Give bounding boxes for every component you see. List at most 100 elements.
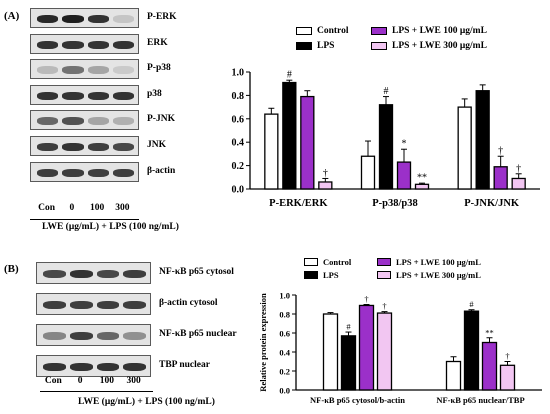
band xyxy=(112,66,134,75)
x-category-label: NF-κB p65 cytosol/b-actin xyxy=(310,395,405,405)
band xyxy=(62,168,84,177)
band xyxy=(69,270,93,278)
lane-label: 300 xyxy=(126,376,141,386)
band xyxy=(62,143,84,151)
legend-b-label-lps: LPS xyxy=(323,270,339,280)
legend-b-lwe100: LPS + LWE 100 μg/mL xyxy=(377,257,481,267)
band xyxy=(96,363,120,371)
blot-p-p38 xyxy=(30,59,139,80)
significance-mark: † xyxy=(382,301,386,311)
band xyxy=(123,301,146,309)
bar xyxy=(511,177,526,190)
y-tick-label: 0.0 xyxy=(232,185,245,196)
blot-label-p-erk: P-ERK xyxy=(147,12,177,22)
caption-line-b xyxy=(40,391,153,392)
y-tick-label: 0.8 xyxy=(232,91,245,102)
legend-b-swatch-control xyxy=(304,258,318,266)
x-category-label: P-JNK/JNK xyxy=(464,198,520,209)
y-tick-label: 0.4 xyxy=(232,138,245,149)
band xyxy=(112,91,134,100)
lane-label: 100 xyxy=(90,203,105,213)
band xyxy=(37,117,59,126)
band xyxy=(69,363,93,371)
bar xyxy=(396,161,412,190)
legend-a-label-lwe100: LPS + LWE 100 μg/mL xyxy=(392,26,487,36)
legend-a-lps: LPS xyxy=(296,41,334,51)
x-category-label: P-p38/p38 xyxy=(372,198,418,209)
band xyxy=(37,91,59,100)
legend-b-control: Control xyxy=(304,257,351,267)
legend-b-label-lwe300: LPS + LWE 300 μg/mL xyxy=(396,270,481,280)
band xyxy=(37,40,59,49)
band xyxy=(69,301,93,309)
legend-a-swatch-lwe100 xyxy=(371,27,387,35)
legend-a-control: Control xyxy=(296,26,349,36)
lane-label: Con xyxy=(44,376,62,386)
blot-label-nf-b-p65-cytosol: NF-κB p65 cytosol xyxy=(159,267,234,277)
legend-a-swatch-control xyxy=(296,27,312,35)
blot-label-actin-cytosol: β-actin cytosol xyxy=(159,298,218,308)
legend-b-swatch-lps xyxy=(304,271,318,279)
band xyxy=(37,66,59,75)
significance-mark: ** xyxy=(485,327,494,337)
legend-a-lwe100: LPS + LWE 100 μg/mL xyxy=(371,26,487,36)
lane-label: 0 xyxy=(77,376,83,386)
blot-label-nf-b-p65-nuclear: NF-κB p65 nuclear xyxy=(159,329,237,339)
band xyxy=(87,117,109,126)
band xyxy=(123,332,146,340)
legend-a-swatch-lps xyxy=(296,42,312,50)
blot-erk xyxy=(30,33,139,54)
y-tick-label: 0.6 xyxy=(232,114,245,125)
y-tick-label: 1.0 xyxy=(232,68,245,79)
band xyxy=(87,66,109,75)
bar xyxy=(414,183,430,190)
lane-label: Con xyxy=(38,203,56,213)
band xyxy=(62,40,84,49)
band xyxy=(62,66,84,75)
band xyxy=(123,270,146,278)
blot-label-p38: p38 xyxy=(147,88,162,99)
band xyxy=(112,117,134,126)
legend-b-label-control: Control xyxy=(323,257,352,267)
band xyxy=(62,117,84,126)
x-category-label: P-ERK/ERK xyxy=(269,198,328,209)
legend-b-label-lwe100: LPS + LWE 100 μg/mL xyxy=(396,257,481,267)
band xyxy=(87,168,109,177)
y-tick-label: 0.8 xyxy=(279,310,290,320)
band xyxy=(112,15,134,23)
bar xyxy=(481,341,498,391)
blot-label-p-jnk: P-JNK xyxy=(147,114,175,125)
band xyxy=(87,40,109,49)
band xyxy=(96,270,120,278)
band xyxy=(112,168,134,177)
legend-a-lwe300: LPS + LWE 300 μg/mL xyxy=(371,41,487,51)
bar xyxy=(475,90,490,190)
bar xyxy=(322,313,339,391)
y-tick-label: 1.0 xyxy=(279,291,290,301)
significance-mark: # xyxy=(469,299,474,309)
bar xyxy=(282,81,297,190)
y-tick-label: 0.4 xyxy=(279,348,290,358)
x-caption-b: LWE (μg/mL) + LPS (100 ng/mL) xyxy=(78,397,215,407)
bar xyxy=(318,181,333,190)
band xyxy=(43,270,66,278)
blot-actin-cytosol xyxy=(36,293,151,315)
blot-tbp-nuclear xyxy=(36,355,151,377)
blot-nf-b-p65-cytosol xyxy=(36,262,151,284)
significance-mark: # xyxy=(346,322,351,332)
blot-label-erk: ERK xyxy=(147,37,168,48)
y-tick-label: 0.2 xyxy=(232,161,245,172)
band xyxy=(112,40,134,49)
lane-label: 0 xyxy=(69,203,75,213)
bar xyxy=(358,304,375,391)
caption-line-a xyxy=(30,219,139,220)
lane-label: 300 xyxy=(115,203,130,213)
band xyxy=(123,363,146,371)
band xyxy=(37,143,59,151)
significance-mark: # xyxy=(384,86,389,97)
bar xyxy=(493,166,508,190)
y-tick-label: 0.2 xyxy=(279,367,290,377)
blot-jnk xyxy=(30,136,139,156)
blot-label-p-p38: P-p38 xyxy=(147,63,171,74)
